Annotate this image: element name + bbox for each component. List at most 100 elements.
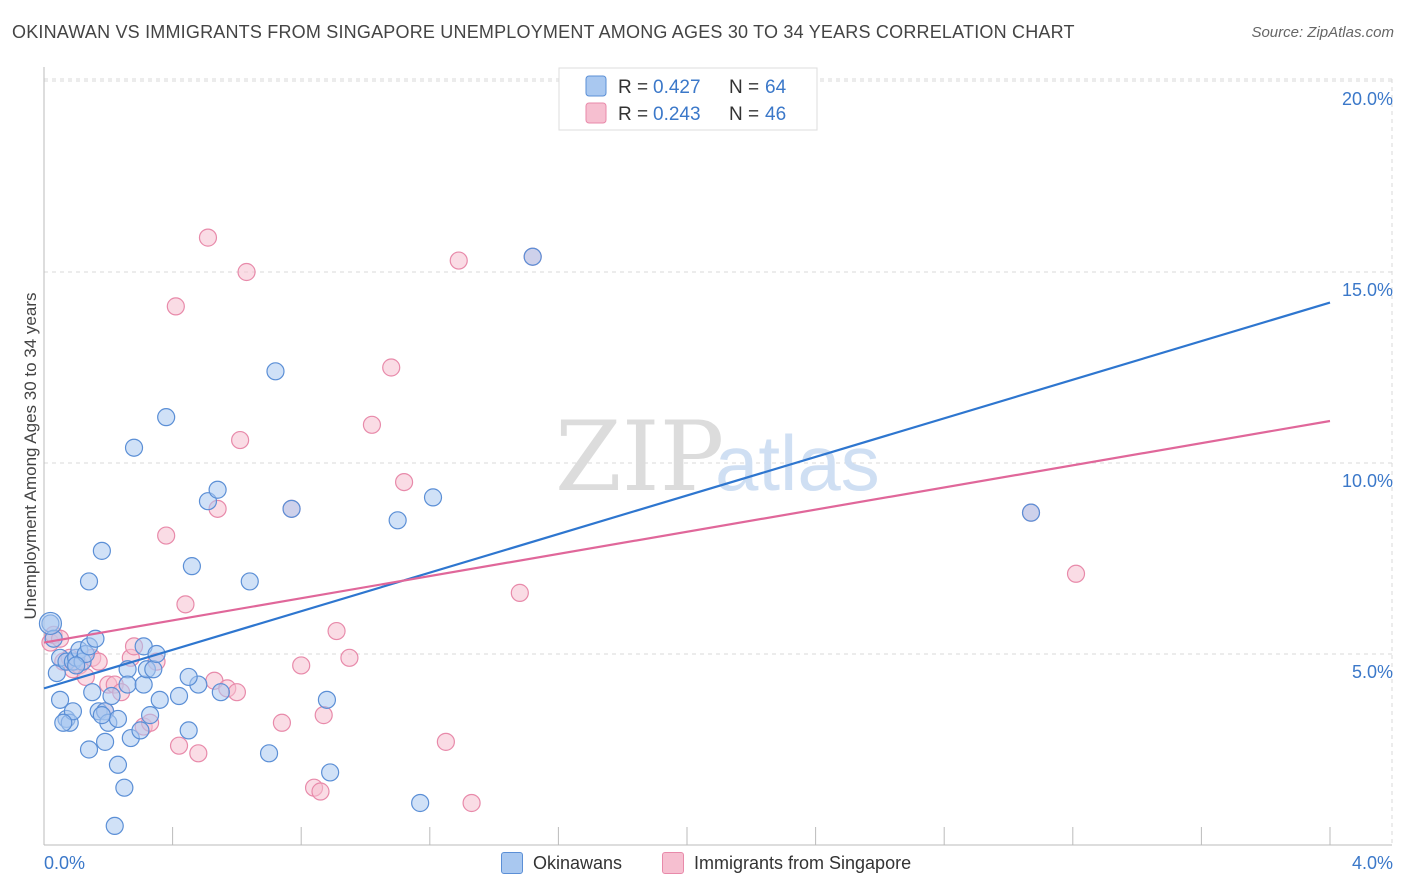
watermark-zip: ZIP (555, 401, 724, 513)
okinawan-point (102, 686, 121, 706)
okinawan-point (118, 675, 137, 694)
okinawan-point (67, 656, 86, 675)
okinawan-trend-line (43, 301, 1331, 690)
singapore-swatch (662, 852, 684, 874)
okinawan-point (266, 362, 285, 381)
singapore-point (166, 297, 185, 316)
okinawan-point (208, 480, 227, 499)
legend-n-value-2: 46 (765, 104, 786, 125)
okinawan-point (411, 793, 430, 813)
okinawan-point (179, 667, 198, 687)
okinawan-point (92, 541, 111, 560)
okinawan-point (388, 511, 407, 530)
okinawan-point (423, 488, 443, 507)
legend-r-value-2: 0.243 (653, 104, 701, 125)
okinawan-points (38, 247, 1041, 836)
okinawan-point (38, 611, 63, 636)
okinawan-point (150, 690, 169, 709)
legend-n-value-1: 64 (765, 77, 787, 98)
singapore-point (227, 683, 246, 702)
okinawans-swatch (501, 852, 523, 874)
axes (43, 67, 1392, 846)
legend-swatch-pink (585, 102, 607, 124)
okinawan-point (79, 572, 99, 591)
okinawan-point (124, 438, 144, 457)
okinawan-point (523, 247, 542, 266)
legend-okinawans: Okinawans (501, 852, 622, 874)
y-tick-label: 20.0% (1342, 89, 1393, 109)
okinawan-point (95, 732, 115, 751)
okinawan-point (115, 778, 134, 797)
y-tick-label: 10.0% (1342, 471, 1393, 491)
singapore-point (1066, 564, 1086, 583)
legend-n-label-2: N = (729, 104, 759, 125)
singapore-point (382, 358, 401, 377)
singapore-point (169, 736, 189, 755)
singapore-point (237, 262, 256, 282)
legend-singapore: Immigrants from Singapore (662, 852, 911, 874)
watermark: ZIP atlas (555, 401, 880, 513)
okinawan-point (179, 721, 198, 740)
okinawan-point (240, 572, 259, 591)
singapore-point (198, 228, 218, 247)
okinawan-point (134, 675, 153, 694)
okinawan-point (282, 499, 301, 518)
singapore-point (340, 648, 359, 667)
okinawan-point (144, 660, 163, 679)
singapore-point (314, 706, 333, 725)
legend-r-label-2: R = (618, 104, 648, 125)
singapore-point (292, 656, 311, 675)
source-label: Source: ZipAtlas.com (1251, 24, 1394, 41)
y-tick-label: 15.0% (1342, 280, 1393, 300)
chart-title: OKINAWAN VS IMMIGRANTS FROM SINGAPORE UN… (12, 22, 1075, 42)
tick-labels: 5.0% 10.0% 15.0% 20.0% 0.0% 4.0% (44, 89, 1393, 873)
okinawan-point (317, 690, 337, 709)
singapore-point (394, 473, 414, 492)
okinawan-point (108, 709, 128, 729)
y-axis-label: Unemployment Among Ages 30 to 34 years (21, 293, 40, 620)
okinawan-point (83, 683, 102, 702)
series-legend: Okinawans Immigrants from Singapore (0, 852, 1406, 878)
okinawan-point (259, 744, 279, 763)
singapore-point (272, 713, 292, 732)
x-tick-label: 4.0% (1352, 853, 1393, 873)
okinawan-point (54, 713, 73, 732)
singapore-point (510, 583, 529, 602)
legend-swatch-blue (585, 75, 607, 97)
singapore-point (327, 621, 346, 641)
okinawan-point (140, 706, 160, 725)
okinawan-point (105, 816, 124, 836)
singapore-point (189, 744, 208, 763)
singapore-point (176, 595, 195, 614)
okinawan-point (182, 557, 201, 576)
singapore-trend-line (43, 419, 1331, 644)
okinawan-point (92, 706, 111, 725)
legend-okinawans-label: Okinawans (533, 852, 623, 873)
legend-singapore-label: Immigrants from Singapore (694, 852, 912, 873)
okinawan-point (321, 763, 340, 782)
legend-n-label-1: N = (729, 77, 759, 98)
singapore-points (41, 228, 1086, 813)
okinawan-point (79, 740, 99, 759)
singapore-point (231, 430, 250, 450)
okinawan-point (169, 686, 189, 706)
okinawan-point (157, 408, 176, 427)
okinawan-point (1021, 503, 1041, 522)
legend-r-label-1: R = (618, 77, 648, 98)
x-tick-label: 0.0% (44, 853, 85, 873)
y-tick-label: 5.0% (1352, 662, 1393, 682)
okinawan-point (108, 755, 128, 774)
legend-r-value-1: 0.427 (653, 77, 701, 98)
singapore-point (362, 415, 382, 434)
singapore-point (157, 526, 176, 545)
singapore-point (311, 782, 330, 801)
singapore-point (449, 251, 468, 270)
singapore-point (462, 793, 481, 813)
okinawan-point (211, 683, 230, 702)
okinawan-point (50, 690, 70, 709)
okinawan-point (131, 721, 150, 740)
singapore-point (436, 732, 455, 751)
trend-lines (43, 301, 1331, 690)
stats-legend: R = 0.427 N = 64 R = 0.243 N = 46 (558, 67, 818, 131)
